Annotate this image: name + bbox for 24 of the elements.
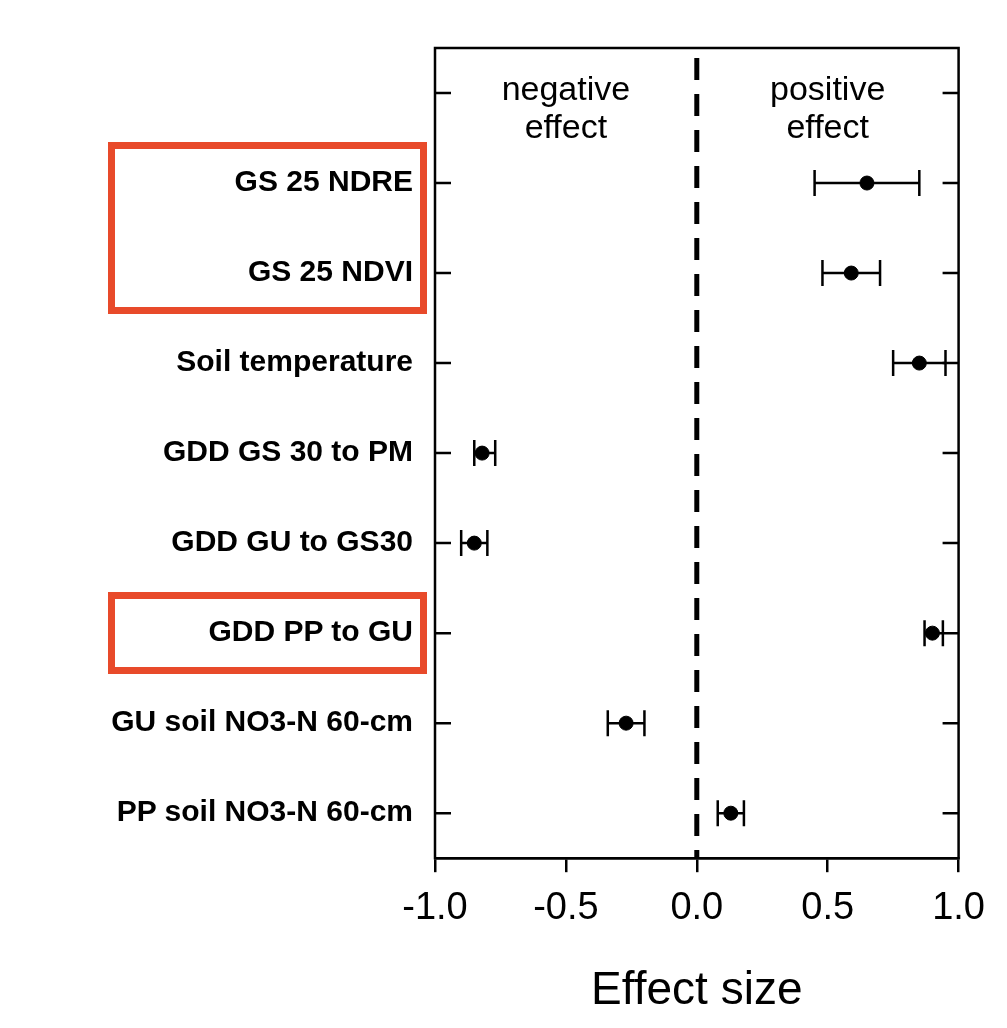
- y-tick-label: GDD PP to GU: [208, 614, 413, 648]
- y-tick-label: GDD GS 30 to PM: [162, 434, 413, 468]
- point: [723, 805, 739, 821]
- point: [859, 175, 875, 191]
- y-tick-label: GS 25 NDVI: [247, 254, 413, 288]
- point: [911, 355, 927, 371]
- y-tick-label: GDD GU to GS30: [171, 524, 413, 558]
- y-tick-label: GU soil NO3-N 60-cm: [111, 704, 413, 738]
- x-axis-title: Effect size: [591, 962, 803, 1015]
- annotation: negative effect: [501, 69, 631, 145]
- x-tick-label: -1.0: [402, 885, 468, 928]
- point: [924, 625, 940, 641]
- point: [843, 265, 859, 281]
- point: [466, 535, 482, 551]
- x-tick-label: 0.0: [670, 885, 724, 928]
- x-tick-label: 1.0: [932, 885, 985, 928]
- point: [474, 445, 490, 461]
- y-tick-label: GS 25 NDRE: [234, 164, 413, 198]
- y-tick-label: Soil temperature: [176, 344, 413, 378]
- x-tick-label: -0.5: [533, 885, 599, 928]
- annotation: positive effect: [770, 69, 886, 145]
- point: [618, 715, 634, 731]
- y-tick-label: PP soil NO3-N 60-cm: [116, 794, 413, 828]
- x-tick-label: 0.5: [801, 885, 855, 928]
